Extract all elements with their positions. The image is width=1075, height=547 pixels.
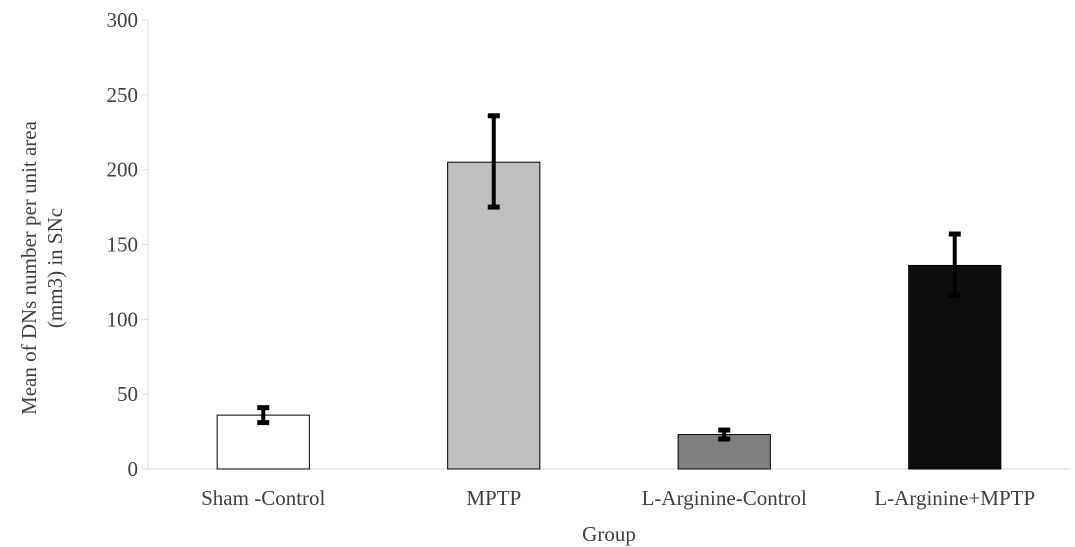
y-tick-label: 150 — [107, 233, 139, 257]
bars — [216, 161, 1002, 470]
error-bar-4 — [948, 231, 961, 298]
y-axis-ticks: 0 50 100 150 200 250 300 — [107, 8, 148, 481]
x-tick-label: L-Arginine+MPTP — [874, 486, 1035, 510]
x-axis-categories: Sham -Control MPTP L-Arginine-Control L-Arg… — [201, 486, 1035, 510]
y-tick-label: 50 — [117, 382, 138, 406]
x-tick-label: L-Arginine-Control — [642, 486, 807, 510]
x-tick-label: MPTP — [466, 486, 521, 510]
bar-2 — [447, 161, 541, 470]
y-axis-label-line-2: (mm3) in SNc — [43, 208, 67, 328]
y-tick-label: 300 — [107, 8, 139, 32]
y-axis-label: Mean of DNs number per unit area (mm3) i… — [17, 120, 67, 415]
bar-4 — [908, 264, 1002, 470]
y-axis-label-line-1: Mean of DNs number per unit area — [17, 120, 41, 415]
error-bars — [257, 113, 961, 442]
y-tick-label: 0 — [128, 457, 139, 481]
x-tick-label: Sham -Control — [201, 486, 325, 510]
error-bar-3 — [718, 427, 731, 442]
error-bar-2 — [487, 113, 500, 210]
y-tick-label: 250 — [107, 83, 139, 107]
error-bar-1 — [257, 405, 270, 426]
y-tick-label: 200 — [107, 158, 139, 182]
y-tick-label: 100 — [107, 307, 139, 331]
x-axis-label: Group — [582, 522, 636, 546]
